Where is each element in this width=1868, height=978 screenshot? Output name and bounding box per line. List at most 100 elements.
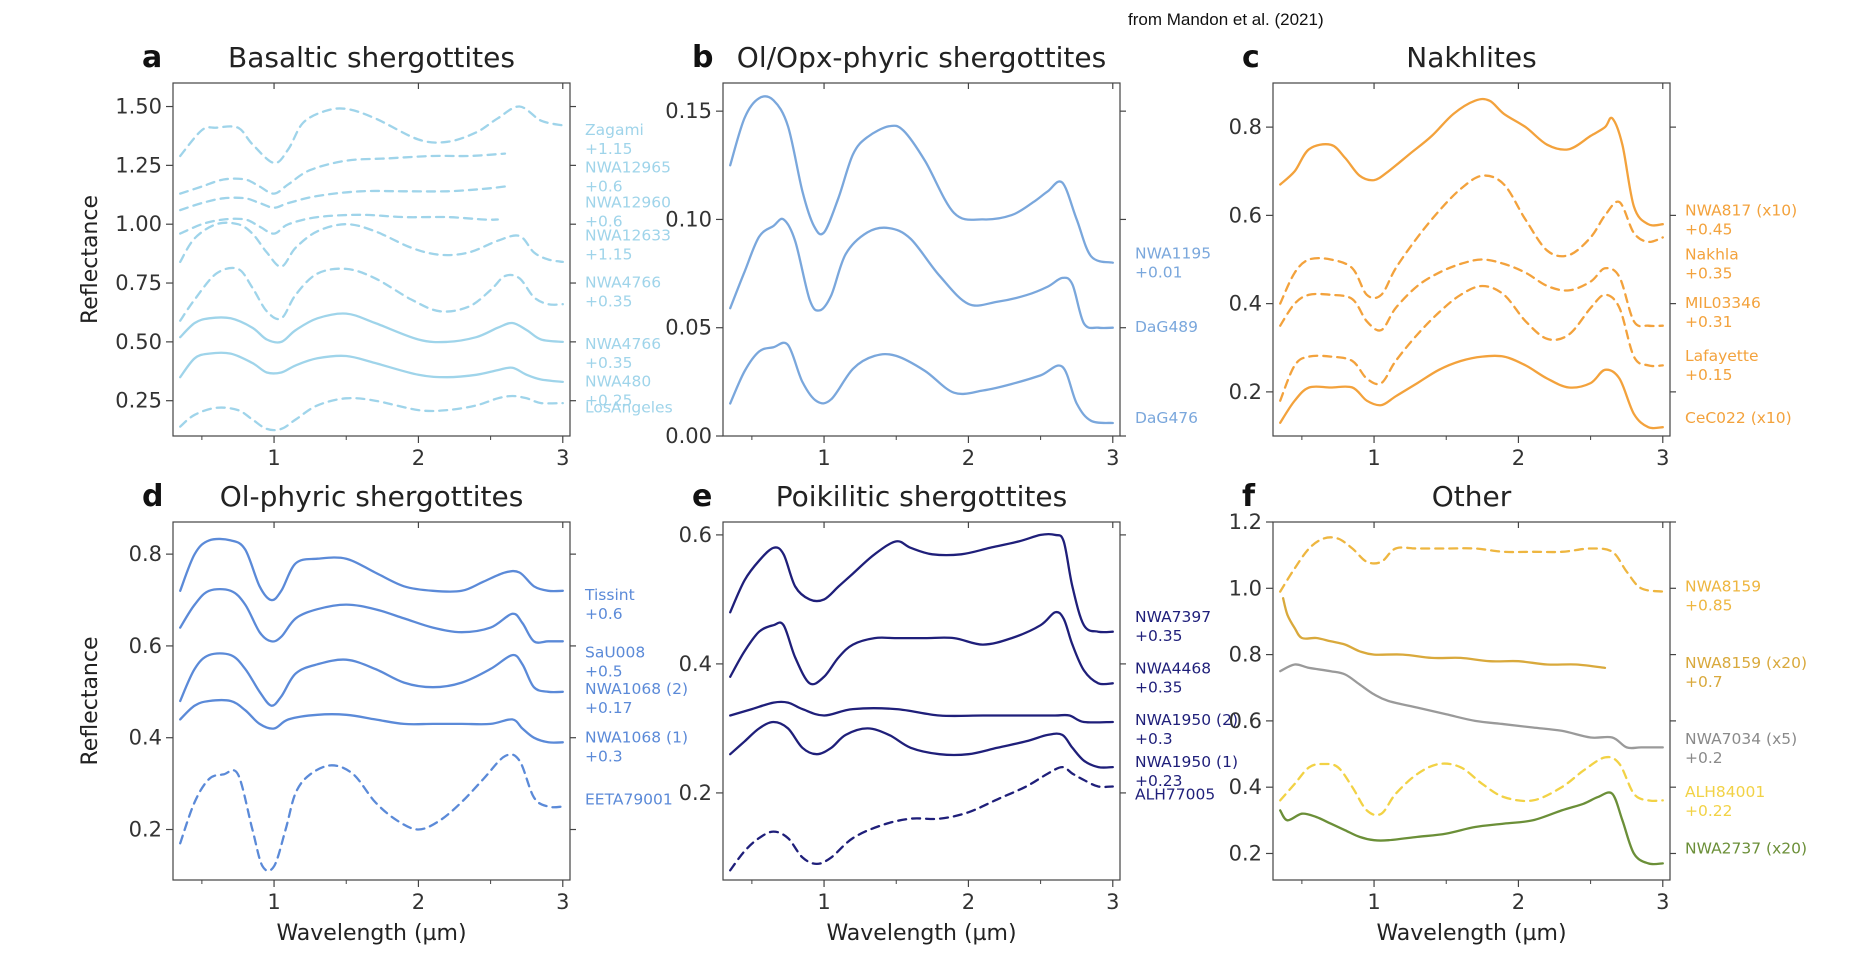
series-line-4 [1279,284,1664,402]
y-tick-label: 0.4 [1229,292,1262,316]
attribution-text: from Mandon et al. (2021) [1128,10,1324,29]
spectrum-label: MIL03346 +0.31 [1685,294,1761,331]
plot-frame [1272,82,1671,437]
x-tick-label: 2 [962,890,975,914]
series-line-4 [179,213,499,235]
x-tick-label: 3 [1106,446,1119,470]
spectrum-label-line: DaG476 [1135,409,1198,427]
spectrum-label-line: LosAngeles [585,398,673,416]
series-line-9 [179,394,564,432]
spectrum-label-line: NWA1950 (1) [1135,753,1238,771]
y-tick-label: 0.6 [1229,709,1262,733]
y-axis-label: Reflectance [78,195,103,324]
spectrum-label-line: NWA7397 [1135,608,1211,626]
x-tick-label: 2 [1512,890,1525,914]
plot-frame [172,82,571,437]
spectrum-label-line: NWA8159 [1685,578,1761,596]
spectrum-label-line: +0.3 [1135,730,1173,748]
spectrum-label-line: +0.6 [585,605,623,623]
series-line-5 [179,753,564,872]
y-tick-label: 0.4 [679,652,712,676]
series-line-2 [179,152,507,195]
spectrum-label-line: +0.35 [1135,679,1183,697]
spectrum-label: NWA7397 +0.35 [1135,608,1211,645]
series-line-4 [1279,755,1664,817]
y-tick-label: 0.75 [115,271,162,295]
series-line-1 [729,95,1114,264]
spectrum-label-line: NWA8159 (x20) [1685,654,1807,672]
spectrum-label: NWA12633 +1.15 [585,227,671,264]
y-tick-label: 0.10 [665,207,712,231]
y-tick-label: 0.2 [679,781,712,805]
panel-title: Poikilitic shergottites [776,480,1067,513]
spectrum-label-line: NWA1068 (1) [585,728,688,746]
series-line-3 [1279,258,1664,332]
spectrum-label: DaG476 [1135,409,1198,427]
x-tick-label: 1 [1367,890,1380,914]
spectrum-label-line: +0.3 [585,747,623,765]
spectrum-label-line: NWA4766 [585,335,661,353]
spectrum-label-line: +0.6 [585,177,623,195]
spectrum-label-line: NWA480 [585,373,651,391]
spectrum-label-line: NWA12633 [585,227,671,245]
spectrum-label-line: +0.5 [585,662,623,680]
spectrum-label: EETA79001 [585,790,673,808]
spectrum-label: Lafayette +0.15 [1685,347,1759,384]
spectrum-label: ALH77005 [1135,785,1215,803]
spectrum-label: NWA1195 +0.01 [1135,244,1211,281]
series-line-1 [1279,97,1664,227]
spectrum-label-line: Nakhla [1685,246,1739,264]
spectrum-label: NWA4766 +0.35 [585,335,661,372]
plot-frame [1272,521,1671,881]
x-tick-label: 3 [556,890,569,914]
panel-letter: d [142,479,163,514]
spectrum-label-line: +0.35 [585,354,633,372]
spectrum-label: NWA1068 (1) +0.3 [585,728,688,765]
spectrum-label: DaG489 [1135,318,1198,336]
series-line-2 [729,217,1114,330]
x-axis-label: Wavelength (µm) [276,921,466,946]
spectrum-label-line: +1.15 [585,140,633,158]
spectrum-label-line: CeC022 (x10) [1685,409,1792,427]
series-line-8 [179,351,564,384]
panel-letter: f [1242,479,1256,514]
spectrum-label: NWA1068 (2) +0.17 [585,680,688,717]
y-tick-label: 0.6 [679,523,712,547]
x-tick-label: 1 [817,446,830,470]
spectrum-label-line: ALH84001 [1685,783,1765,801]
panel-b: 1 2 3 0.00 0.05 0.10 0.15 NWA1195 +0.01 DaG489 DaG… [665,40,1211,470]
spectrum-label-line: +0.35 [585,293,633,311]
y-tick-label: 0.50 [115,330,162,354]
spectrum-label: NWA480 +0.25 [585,373,651,410]
y-tick-label: 1.25 [115,153,162,177]
x-axis-label: Wavelength (µm) [826,921,1016,946]
spectrum-label: SaU008 +0.5 [585,643,645,680]
spectrum-label: CeC022 (x10) [1685,409,1792,427]
y-tick-label: 0.2 [1229,841,1262,865]
panel-letter: a [142,40,162,75]
spectrum-label: Nakhla +0.35 [1685,246,1739,283]
x-tick-label: 3 [1656,446,1669,470]
spectrum-label-line: +0.23 [1135,772,1183,790]
spectrum-label-line: +0.31 [1685,313,1733,331]
spectrum-label-line: +0.6 [585,213,623,231]
x-tick-label: 1 [267,446,280,470]
panel-letter: e [692,479,712,514]
spectrum-label-line: Tissint [584,586,635,604]
x-tick-label: 2 [1512,446,1525,470]
y-tick-label: 0.4 [1229,775,1262,799]
x-tick-label: 2 [412,890,425,914]
series-line-4 [729,720,1114,769]
spectrum-label: NWA817 (x10) +0.45 [1685,201,1797,238]
series-line-3 [179,652,564,707]
plot-frame [722,82,1121,437]
x-tick-label: 1 [817,890,830,914]
y-tick-label: 0.05 [665,316,712,340]
x-tick-label: 3 [1656,890,1669,914]
spectrum-label-line: +0.22 [1685,802,1733,820]
panel-title: Nakhlites [1406,41,1536,74]
x-tick-label: 1 [1367,446,1380,470]
